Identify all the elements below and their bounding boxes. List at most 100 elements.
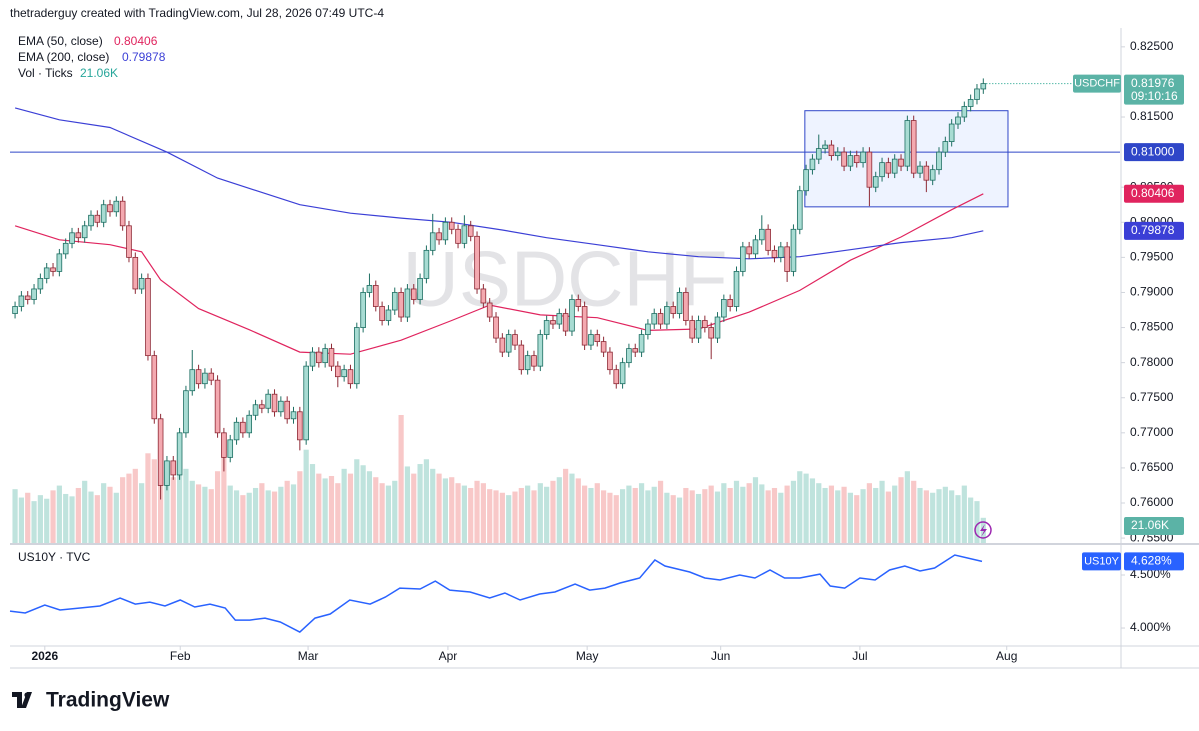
candle-body <box>499 337 506 353</box>
volume-bar <box>923 490 929 543</box>
y-tick-label: 0.78000 <box>1130 355 1174 369</box>
volume-bar <box>904 471 910 543</box>
volume-bar <box>512 491 518 543</box>
volume-bar <box>151 459 157 543</box>
candle-body <box>303 365 309 441</box>
candle-body <box>461 225 468 244</box>
candle-body <box>740 246 746 272</box>
candle-body <box>923 165 930 181</box>
candle-body <box>531 355 537 367</box>
volume-bar <box>885 491 891 543</box>
candle-body <box>43 267 50 279</box>
candle-body <box>683 292 689 321</box>
candle-body <box>588 334 594 346</box>
candle-body <box>398 292 404 318</box>
volume-bar <box>392 480 398 543</box>
candle-body <box>88 214 94 227</box>
volume-bar <box>619 489 626 543</box>
candle-body <box>803 169 809 192</box>
series-tag-label: US10Y <box>1084 555 1120 567</box>
candle-body <box>62 242 69 255</box>
candle-body <box>493 316 499 339</box>
ema-line <box>14 107 984 260</box>
candle-body <box>518 344 525 371</box>
candle-body <box>885 162 892 174</box>
candle-body <box>872 176 879 188</box>
volume-bar <box>866 483 872 543</box>
candle-body <box>410 288 417 300</box>
candle-body <box>246 414 253 434</box>
volume-bar <box>265 490 271 543</box>
countdown-label: 09:10:16 <box>1131 89 1178 103</box>
volume-bar <box>398 415 404 543</box>
value-tag <box>1124 552 1184 571</box>
volume-bar <box>721 483 727 543</box>
symbol-tag-label: USDCHF <box>1074 78 1120 90</box>
volume-bar <box>968 497 974 543</box>
volume-bar <box>676 497 683 543</box>
candle-body <box>524 355 531 371</box>
volume-bar <box>170 477 176 543</box>
candle-body <box>657 313 664 325</box>
volume-bar <box>126 473 132 543</box>
y-tick-label: 0.77500 <box>1130 390 1174 404</box>
logo: TradingView <box>12 689 170 712</box>
logo-text: TradingView <box>46 689 170 712</box>
candle-body <box>910 120 917 174</box>
x-tick-label: Apr <box>439 649 458 663</box>
volume-bar <box>645 490 651 543</box>
hline-tag <box>1124 143 1184 162</box>
volume-bar <box>651 486 657 543</box>
volume-bar <box>828 485 835 543</box>
legend-value: 0.80406 <box>114 34 158 48</box>
volume-bar <box>423 459 430 543</box>
volume-bar <box>411 473 417 543</box>
candle-body <box>752 239 759 255</box>
volume-bar <box>841 486 847 543</box>
volume-bar <box>575 478 581 543</box>
candle-body <box>550 320 556 325</box>
candle-body <box>183 390 189 434</box>
volume-bar <box>385 485 392 543</box>
volume-bar <box>455 483 461 543</box>
volume-bar <box>252 487 259 543</box>
volume-bar <box>56 485 62 543</box>
candle-body <box>309 351 316 367</box>
event-icon[interactable] <box>974 521 992 539</box>
candle-body <box>594 334 601 342</box>
volume-bar <box>63 493 69 543</box>
volume-bar <box>113 492 119 543</box>
volume-bar <box>214 471 221 543</box>
volume-bar <box>746 483 752 543</box>
volume-bar <box>189 480 195 543</box>
candle-body <box>379 306 385 321</box>
candle-body <box>891 158 898 174</box>
volume-bar <box>879 480 885 543</box>
price-tag-label: 0.81976 <box>1131 76 1175 90</box>
volume-bar <box>835 490 841 543</box>
volume-bar <box>278 486 284 543</box>
volume-bar <box>657 480 664 543</box>
candle-body <box>404 288 411 318</box>
candle-body <box>107 204 113 213</box>
legend: EMA (50, close) 0.80406 EMA (200, close) 0.… <box>18 34 166 80</box>
volume-bar <box>233 490 240 543</box>
candle-body <box>721 299 727 318</box>
volume-bar <box>695 493 702 543</box>
candle-body <box>936 151 942 171</box>
candle-body <box>917 165 923 174</box>
volume-bar <box>506 495 512 543</box>
volume-bar <box>120 477 126 543</box>
y-tick-label: 0.77000 <box>1130 425 1174 439</box>
candle-body <box>455 228 461 244</box>
candle-body <box>765 228 771 251</box>
candle-body <box>708 327 714 339</box>
volume-bar <box>936 489 942 543</box>
candle-body <box>942 141 949 153</box>
candle-body <box>189 369 196 392</box>
y-tick-label: 0.82500 <box>1130 39 1174 53</box>
candle-body <box>448 221 455 230</box>
candle-body <box>980 83 987 90</box>
volume-bar <box>69 496 75 543</box>
volume-bar <box>499 492 505 543</box>
